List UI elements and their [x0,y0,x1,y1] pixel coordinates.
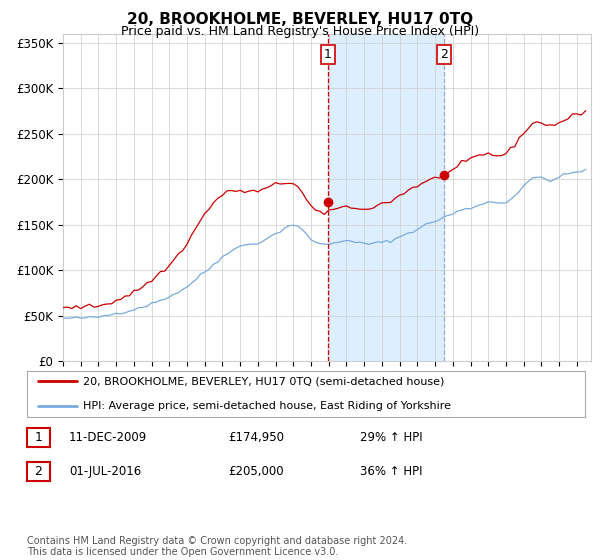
Text: £205,000: £205,000 [228,465,284,478]
Text: 2: 2 [34,465,43,478]
Text: 11-DEC-2009: 11-DEC-2009 [69,431,147,445]
Text: Contains HM Land Registry data © Crown copyright and database right 2024.
This d: Contains HM Land Registry data © Crown c… [27,535,407,557]
Text: 36% ↑ HPI: 36% ↑ HPI [360,465,422,478]
Text: 2: 2 [440,48,448,62]
Text: 29% ↑ HPI: 29% ↑ HPI [360,431,422,445]
Text: HPI: Average price, semi-detached house, East Riding of Yorkshire: HPI: Average price, semi-detached house,… [83,401,451,410]
Text: 1: 1 [34,431,43,445]
Text: Price paid vs. HM Land Registry's House Price Index (HPI): Price paid vs. HM Land Registry's House … [121,25,479,38]
Text: 1: 1 [324,48,332,62]
Text: £174,950: £174,950 [228,431,284,445]
Text: 20, BROOKHOLME, BEVERLEY, HU17 0TQ: 20, BROOKHOLME, BEVERLEY, HU17 0TQ [127,12,473,27]
Bar [328,34,444,361]
Text: 01-JUL-2016: 01-JUL-2016 [69,465,141,478]
Text: 20, BROOKHOLME, BEVERLEY, HU17 0TQ (semi-detached house): 20, BROOKHOLME, BEVERLEY, HU17 0TQ (semi… [83,376,444,386]
